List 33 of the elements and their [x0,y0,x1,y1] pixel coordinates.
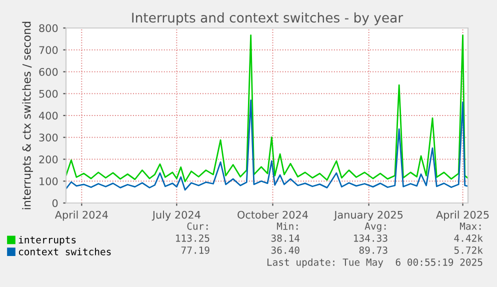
text: 134.33 [354,234,388,242]
y-tick-label: 400 [38,112,58,120]
legend-label: context switches [18,248,111,256]
y-tick-label: 700 [39,46,58,54]
text: 4.42k [454,234,483,242]
x-tick-label: July 2024 [152,210,200,221]
line-series [66,99,468,191]
text: Max: [460,222,481,230]
x-tick-label: April 2025 [436,210,489,221]
text: 89.73 [359,246,388,254]
y-tick-label: 100 [40,177,58,186]
y-tick-label: 0 [52,199,58,208]
y-tick-label: 600 [39,68,58,76]
text: Cur: [187,222,208,230]
x-tick-label: January 2025 [334,210,403,221]
y-axis-title: interrupts & ctx switches / second [22,22,33,210]
text: Last update: Tue May 6 00:55:19 2025 [267,258,482,268]
text: 36.40 [271,246,300,254]
y-tick-label: 200 [39,155,58,164]
text: Min: [276,222,298,230]
x-tick-label: April 2024 [54,210,108,221]
y-tick-label: 800 [39,24,58,32]
legend-label: interrupts [18,236,76,246]
text: Avg: [364,222,386,232]
chart-title: Interrupts and context switches - by year [132,12,404,26]
y-tick-label: 500 [39,90,58,98]
text: 38.14 [271,234,300,242]
line-series [66,34,468,182]
text: 77.19 [181,246,210,254]
x-tick-label: October 2024 [238,210,308,219]
text: 113.25 [176,234,210,242]
y-tick-label: 300 [39,134,58,142]
text: 5.72k [454,246,483,254]
